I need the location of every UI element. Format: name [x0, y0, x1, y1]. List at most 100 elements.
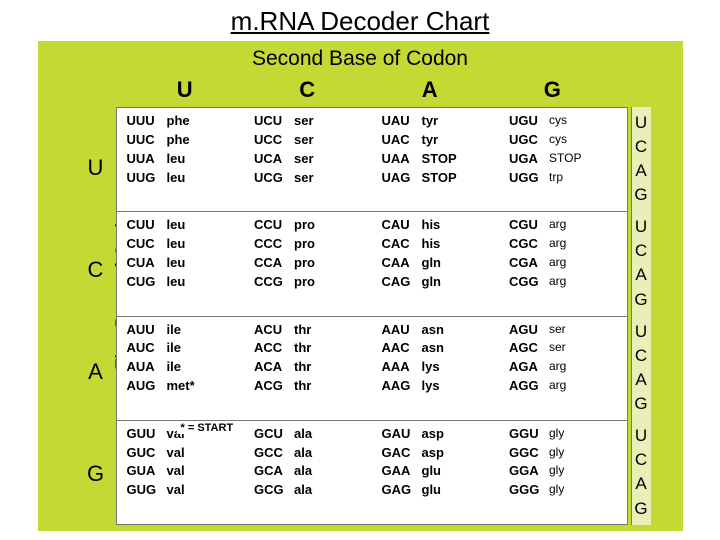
codon-line: UCCser — [254, 131, 368, 150]
amino-acid: phe — [167, 131, 190, 150]
third-base-letter: U — [635, 114, 647, 133]
amino-acid: val — [167, 481, 185, 500]
amino-acid: gln — [422, 273, 442, 292]
codon-code: CCG — [254, 273, 294, 292]
codon-line: CUUleu — [127, 216, 241, 235]
amino-acid: arg — [549, 254, 566, 273]
codon-line: CGUarg — [509, 216, 623, 235]
codon-code: CGG — [509, 273, 549, 292]
column-headers: U C A G — [124, 77, 614, 103]
row-headers: U C A G — [82, 117, 110, 525]
codon-line: AAGlys — [382, 377, 496, 396]
codon-line: CCGpro — [254, 273, 368, 292]
amino-acid: arg — [549, 358, 566, 377]
codon-line: CAChis — [382, 235, 496, 254]
grid-cell: GCUalaGCCalaGCAalaGCGala — [244, 421, 372, 524]
amino-acid: ile — [167, 339, 181, 358]
third-base-letter: C — [635, 242, 647, 261]
codon-code: AAU — [382, 321, 422, 340]
amino-acid: glu — [422, 462, 442, 481]
codon-line: AGUser — [509, 321, 623, 340]
amino-acid: ser — [549, 339, 566, 358]
codon-code: UCG — [254, 169, 294, 188]
amino-acid: asp — [422, 425, 444, 444]
amino-acid: gly — [549, 481, 564, 500]
codon-line: UAUtyr — [382, 112, 496, 131]
third-base-letter: U — [635, 427, 647, 446]
codon-line: CGGarg — [509, 273, 623, 292]
grid-cell: UCUserUCCserUCAserUCGser — [244, 108, 372, 211]
codon-line: AUGmet* — [127, 377, 241, 396]
amino-acid: leu — [167, 235, 186, 254]
codon-line: GCCala — [254, 444, 368, 463]
amino-acid: ile — [167, 321, 181, 340]
amino-acid: arg — [549, 216, 566, 235]
codon-code: UAC — [382, 131, 422, 150]
codon-line: GGUgly — [509, 425, 623, 444]
amino-acid: ala — [294, 481, 312, 500]
amino-acid: pro — [294, 216, 315, 235]
grid-cell: UAUtyrUACtyrUAASTOPUAGSTOP — [372, 108, 500, 211]
amino-acid: pro — [294, 235, 315, 254]
codon-code: AGC — [509, 339, 549, 358]
codon-code: UCA — [254, 150, 294, 169]
codon-code: AUA — [127, 358, 167, 377]
third-base-group: UCAG — [632, 421, 651, 526]
codon-code: ACU — [254, 321, 294, 340]
amino-acid: asn — [422, 339, 444, 358]
codon-line: CCCpro — [254, 235, 368, 254]
codon-line: GGCgly — [509, 444, 623, 463]
codon-code: UGA — [509, 150, 549, 169]
codon-line: CUAleu — [127, 254, 241, 273]
codon-code: AUC — [127, 339, 167, 358]
codon-line: CAAgln — [382, 254, 496, 273]
col-header-c: C — [246, 77, 369, 103]
codon-code: GUU — [127, 425, 167, 444]
codon-line: GGAgly — [509, 462, 623, 481]
codon-code: UCU — [254, 112, 294, 131]
codon-line: UGUcys — [509, 112, 623, 131]
amino-acid: ser — [294, 131, 314, 150]
codon-line: AGGarg — [509, 377, 623, 396]
codon-line: CGAarg — [509, 254, 623, 273]
codon-line: GUAval — [127, 462, 241, 481]
amino-acid: leu — [167, 150, 186, 169]
codon-line: AUCile — [127, 339, 241, 358]
amino-acid: gln — [422, 254, 442, 273]
amino-acid: pro — [294, 273, 315, 292]
amino-acid: thr — [294, 358, 311, 377]
codon-code: UAU — [382, 112, 422, 131]
grid-cell: GGUglyGGCglyGGAglyGGGgly — [499, 421, 627, 524]
third-base-letter: C — [635, 138, 647, 157]
codon-code: UUG — [127, 169, 167, 188]
third-base-group: UCAG — [632, 212, 651, 317]
codon-code: GAA — [382, 462, 422, 481]
row-header-g: G — [82, 423, 110, 525]
codon-line: UAASTOP — [382, 150, 496, 169]
codon-line: AUUile — [127, 321, 241, 340]
codon-code: CCU — [254, 216, 294, 235]
third-base-letter: A — [635, 371, 646, 390]
codon-code: GGC — [509, 444, 549, 463]
codon-code: CCA — [254, 254, 294, 273]
amino-acid: glu — [422, 481, 442, 500]
codon-line: CCApro — [254, 254, 368, 273]
third-base-group: UCAG — [632, 107, 651, 212]
codon-code: ACG — [254, 377, 294, 396]
amino-acid: ser — [294, 150, 314, 169]
codon-line: AGCser — [509, 339, 623, 358]
codon-line: UCUser — [254, 112, 368, 131]
codon-line: GCGala — [254, 481, 368, 500]
codon-line: UCGser — [254, 169, 368, 188]
codon-line: UGCcys — [509, 131, 623, 150]
amino-acid: ala — [294, 425, 312, 444]
amino-acid: ala — [294, 462, 312, 481]
amino-acid: cys — [549, 112, 567, 131]
codon-code: CCC — [254, 235, 294, 254]
codon-line: ACAthr — [254, 358, 368, 377]
codon-line: AGAarg — [509, 358, 623, 377]
amino-acid: his — [422, 216, 441, 235]
amino-acid: ile — [167, 358, 181, 377]
second-base-header: Second Base of Codon — [38, 47, 683, 71]
row-header-u: U — [82, 117, 110, 219]
